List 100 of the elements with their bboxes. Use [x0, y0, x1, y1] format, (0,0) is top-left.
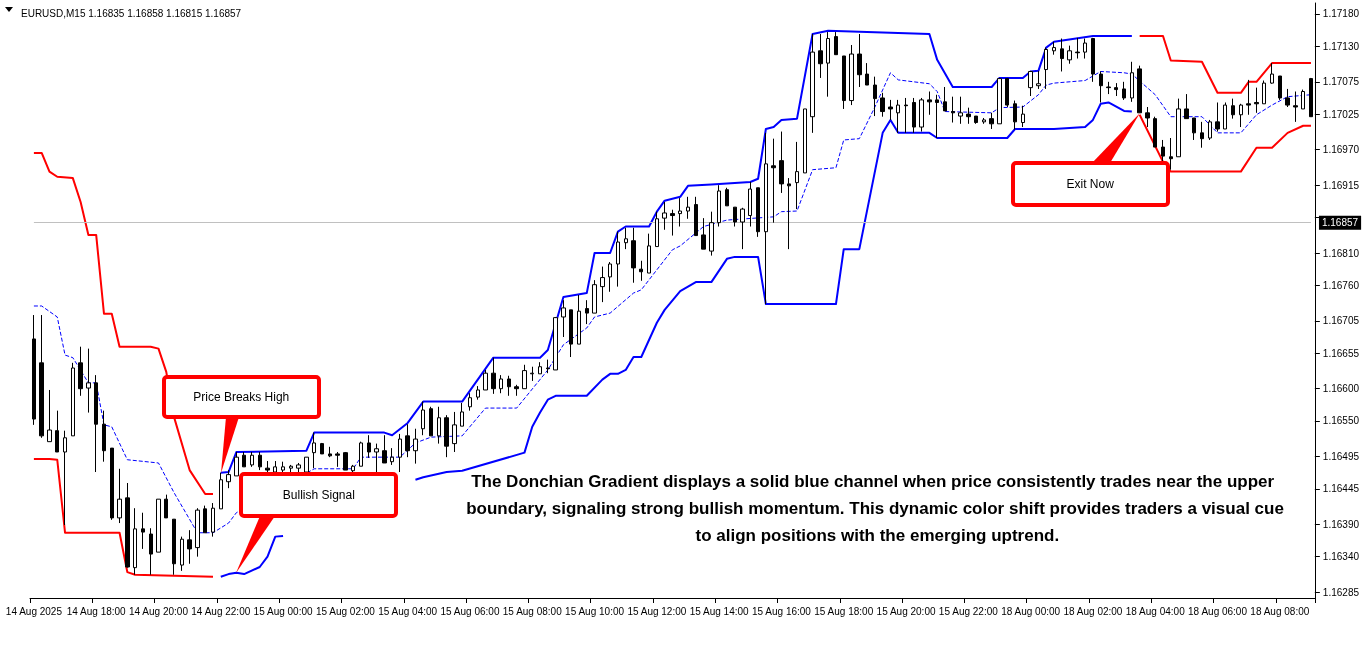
candlestick [725, 187, 729, 207]
annotation: Bullish Signal [241, 473, 397, 516]
candlestick [538, 361, 542, 375]
candlestick [141, 512, 145, 550]
line-series [32, 458, 214, 578]
candlestick [1192, 117, 1196, 141]
candlestick [896, 99, 900, 134]
candlestick [764, 132, 768, 305]
candlestick [1067, 45, 1072, 65]
candlestick [491, 357, 496, 395]
x-tick-label: 15 Aug 10:00 [565, 605, 625, 617]
candlestick [125, 482, 130, 569]
candlestick [1161, 139, 1165, 162]
candlestick [405, 423, 410, 458]
candlestick [592, 279, 597, 314]
annotation: Price Breaks High [163, 376, 319, 417]
candlestick [71, 362, 75, 437]
candlestick [499, 374, 503, 394]
candlestick [678, 197, 682, 228]
y-tick-label: 1.16810 [1322, 247, 1360, 259]
y-tick-label: 1.16550 [1322, 415, 1360, 427]
candlestick [912, 97, 916, 134]
y-tick-label: 1.16445 [1322, 483, 1360, 495]
candlestick [281, 461, 285, 473]
y-tick-label: 1.17130 [1322, 40, 1360, 52]
candlestick [335, 451, 340, 468]
x-tick-label: 18 Aug 02:00 [1063, 605, 1123, 617]
candlestick [78, 346, 83, 397]
candlestick [444, 414, 449, 458]
candlestick [795, 141, 799, 210]
candlestick [1083, 38, 1087, 60]
candlestick [1036, 70, 1041, 90]
candlestick [888, 99, 893, 121]
candlestick [219, 472, 223, 510]
candlestick [701, 217, 706, 250]
candlestick [943, 86, 947, 112]
candlestick [1293, 91, 1298, 123]
candlestick [647, 233, 651, 274]
candlestick [608, 261, 612, 293]
candlestick [787, 177, 791, 250]
candlestick [624, 227, 628, 250]
candlestick [958, 96, 963, 125]
candlestick [1137, 65, 1142, 114]
candlestick [86, 348, 91, 414]
y-tick-label: 1.16285 [1322, 586, 1360, 598]
candlestick [483, 369, 488, 391]
candlestick [600, 266, 605, 303]
candlestick [1021, 105, 1025, 128]
candlestick [585, 299, 589, 325]
candlestick [367, 434, 371, 459]
candlestick [927, 91, 932, 116]
candlestick [117, 468, 122, 524]
candlestick [1301, 89, 1305, 110]
annotation: Exit Now [1012, 162, 1168, 205]
candlestick [468, 392, 472, 412]
x-tick-label: 15 Aug 04:00 [378, 605, 438, 617]
candlestick [639, 260, 643, 282]
y-tick-label: 1.16705 [1322, 315, 1360, 327]
candlestick [686, 196, 690, 220]
candlestick [880, 92, 885, 118]
candlestick [842, 55, 846, 110]
candlestick [180, 536, 184, 572]
candlestick [1130, 61, 1134, 103]
candlestick [1278, 75, 1282, 101]
y-tick-label: 1.16600 [1322, 383, 1360, 395]
candlestick [553, 316, 558, 371]
candlestick [865, 62, 869, 86]
candlestick [1099, 70, 1103, 103]
candlestick [514, 384, 519, 397]
candlestick [655, 211, 659, 248]
candlestick [1106, 81, 1111, 95]
candlestick [156, 498, 161, 553]
candlestick [1254, 87, 1259, 114]
candlestick [133, 507, 137, 576]
candlestick [507, 375, 511, 397]
x-tick-label: 15 Aug 00:00 [253, 605, 313, 617]
candlestick [242, 451, 246, 468]
candlestick [102, 410, 106, 463]
candlestick [1060, 38, 1064, 72]
candlestick [1184, 93, 1189, 120]
candlestick [429, 406, 433, 437]
candlestick [849, 44, 854, 106]
candlestick [966, 107, 971, 125]
candlestick [258, 451, 262, 471]
y-tick-label: 1.16915 [1322, 179, 1360, 191]
candlestick [234, 451, 239, 477]
y-tick-label: 1.17075 [1322, 76, 1360, 88]
candlestick [997, 77, 1002, 125]
candlestick [359, 441, 363, 467]
candlestick [382, 434, 387, 464]
candlestick [857, 33, 862, 88]
candlestick [460, 402, 464, 427]
candlestick [1153, 116, 1157, 148]
y-tick-label: 1.16760 [1322, 279, 1360, 291]
ref-line-label: 1.16857 [1321, 217, 1359, 229]
candlestick [826, 31, 830, 98]
candlestick [1075, 37, 1080, 60]
x-tick-label: 15 Aug 16:00 [751, 605, 812, 617]
candlestick [289, 464, 293, 473]
candlestick [1114, 82, 1118, 97]
